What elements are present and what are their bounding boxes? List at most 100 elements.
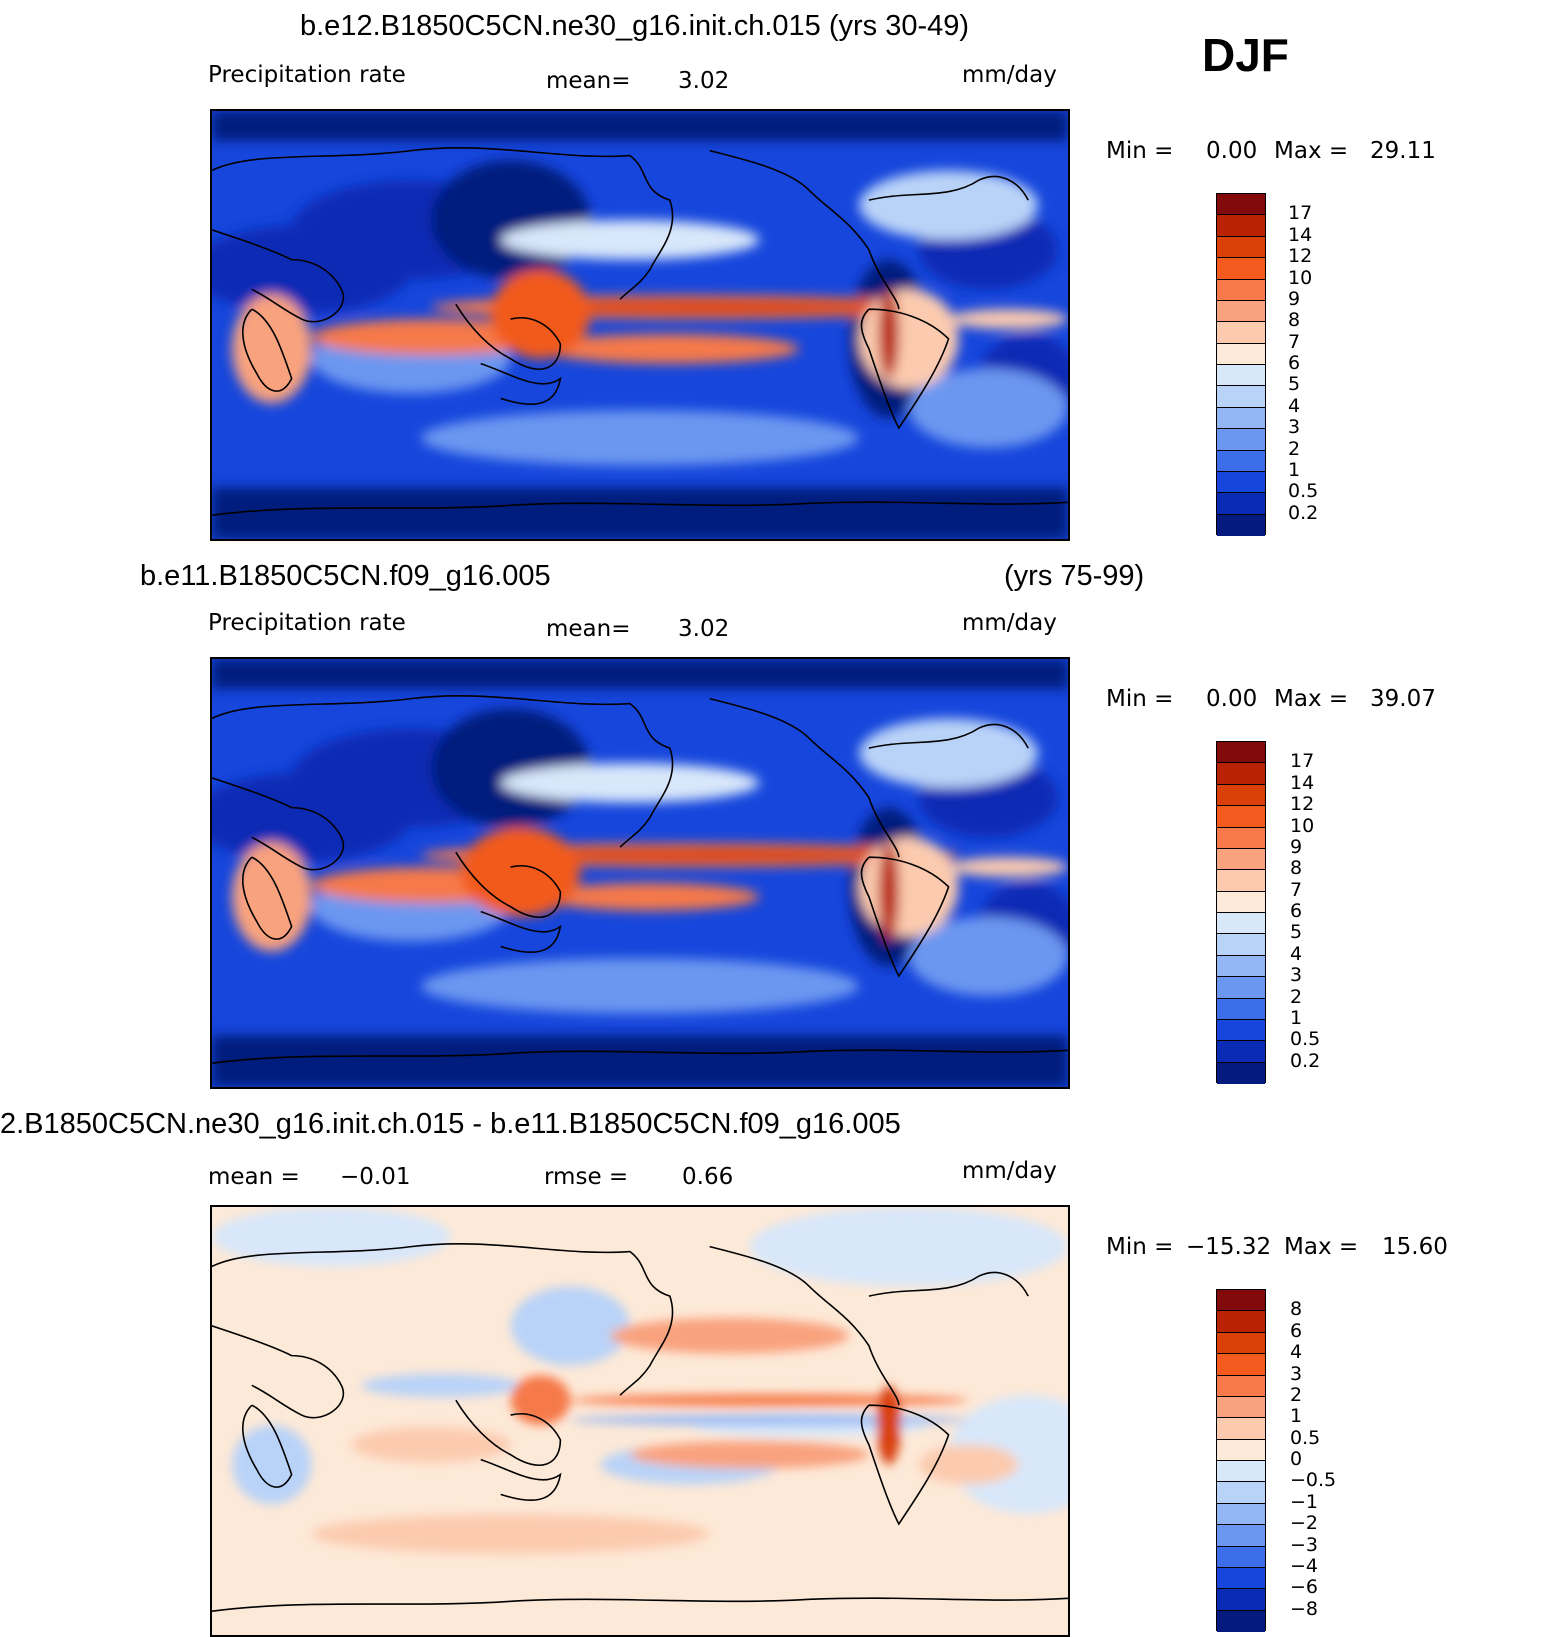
colorbar-swatch xyxy=(1217,407,1265,430)
panel-1-max-value: 29.11 xyxy=(1370,138,1436,164)
panel-1-mean-value: 3.02 xyxy=(678,68,730,94)
colorbar-tick-label: 2 xyxy=(1288,437,1301,460)
colorbar-swatch xyxy=(1217,1418,1265,1440)
colorbar-tick-label: 0.5 xyxy=(1288,480,1319,503)
colorbar-swatch xyxy=(1217,1610,1265,1632)
colorbar-swatch xyxy=(1217,194,1265,216)
colorbar-swatch xyxy=(1217,955,1265,978)
colorbar-swatch xyxy=(1217,493,1265,515)
colorbar-swatch xyxy=(1217,827,1265,849)
colorbar-tick-label: 3 xyxy=(1290,1362,1303,1385)
season-label: DJF xyxy=(1202,29,1289,81)
colorbar-tick-label: 10 xyxy=(1288,266,1313,289)
colorbar-swatch xyxy=(1217,386,1265,408)
panel-3-map xyxy=(210,1205,1070,1637)
colorbar-tick-label: 4 xyxy=(1288,394,1301,417)
colorbar-swatch xyxy=(1217,848,1265,871)
panel-2-map xyxy=(210,657,1070,1089)
colorbar-tick-label: 0.5 xyxy=(1290,1426,1321,1449)
panel-2-min-label: Min = xyxy=(1106,686,1174,712)
colorbar-swatch xyxy=(1217,322,1265,344)
colorbar-tick-label: −0.5 xyxy=(1290,1469,1337,1492)
panel-2-max-value: 39.07 xyxy=(1370,686,1436,712)
colorbar-tick-label: 8 xyxy=(1290,1298,1303,1321)
colorbar-swatch xyxy=(1217,1589,1265,1611)
panel-2-mean-label: mean= xyxy=(546,616,631,642)
panel-2-colorbar xyxy=(1216,741,1266,1084)
colorbar-tick-label: −2 xyxy=(1290,1512,1319,1535)
panel-3-min-label: Min = xyxy=(1106,1234,1174,1260)
panel-1-title: b.e12.B1850C5CN.ne30_g16.init.ch.015 (yr… xyxy=(300,10,970,42)
colorbar-tick-label: 6 xyxy=(1290,900,1303,922)
panel-1-map-svg xyxy=(212,111,1068,539)
colorbar-tick-label: 14 xyxy=(1288,223,1313,246)
colorbar-swatch xyxy=(1217,742,1265,764)
colorbar-swatch xyxy=(1217,215,1265,237)
colorbar-swatch xyxy=(1217,806,1265,828)
panel-2-units: mm/day xyxy=(962,610,1057,636)
colorbar-tick-label: 8 xyxy=(1290,857,1303,880)
panel-3-title: 2.B1850C5CN.ne30_g16.init.ch.015 - b.e11… xyxy=(0,1108,901,1140)
colorbar-swatch xyxy=(1217,1041,1265,1063)
colorbar-tick-label: 10 xyxy=(1290,814,1315,837)
colorbar-tick-label: 4 xyxy=(1290,942,1303,965)
colorbar-swatch xyxy=(1217,514,1265,536)
colorbar-tick-label: 5 xyxy=(1290,921,1303,944)
colorbar-swatch xyxy=(1217,365,1265,387)
colorbar-swatch xyxy=(1217,1332,1265,1355)
panel-3-mean-value: −0.01 xyxy=(340,1164,411,1190)
colorbar-tick-label: 7 xyxy=(1290,878,1303,901)
panel-3-rmse-value: 0.66 xyxy=(682,1164,734,1190)
panel-3-rmse-label: rmse = xyxy=(544,1164,629,1190)
colorbar-tick-label: 2 xyxy=(1290,1383,1303,1406)
colorbar-tick-label: −4 xyxy=(1290,1554,1319,1577)
colorbar-tick-label: 1 xyxy=(1290,1006,1303,1029)
colorbar-swatch xyxy=(1217,343,1265,365)
colorbar-tick-label: 2 xyxy=(1290,985,1303,1008)
colorbar-swatch xyxy=(1217,1019,1265,1042)
colorbar-swatch xyxy=(1217,279,1265,301)
colorbar-tick-label: 12 xyxy=(1288,245,1313,268)
colorbar-swatch xyxy=(1217,934,1265,956)
colorbar-tick-label: 6 xyxy=(1288,352,1301,374)
panel-1-colorbar xyxy=(1216,193,1266,536)
panel-1-variable-label: Precipitation rate xyxy=(208,62,406,88)
colorbar-tick-label: 5 xyxy=(1288,373,1301,396)
panel-2-min-value: 0.00 xyxy=(1206,686,1258,712)
colorbar-swatch xyxy=(1217,471,1265,494)
colorbar-swatch xyxy=(1217,998,1265,1020)
colorbar-swatch xyxy=(1217,913,1265,935)
colorbar-swatch xyxy=(1217,891,1265,913)
panel-3-colorbar xyxy=(1216,1289,1266,1632)
colorbar-tick-label: 14 xyxy=(1290,771,1315,794)
colorbar-tick-label: 9 xyxy=(1288,287,1301,310)
panel-2-map-svg xyxy=(212,659,1068,1087)
colorbar-swatch xyxy=(1217,1439,1265,1461)
panel-1-max-label: Max = xyxy=(1274,138,1349,164)
colorbar-tick-label: 17 xyxy=(1288,202,1313,225)
colorbar-swatch xyxy=(1217,429,1265,451)
colorbar-swatch xyxy=(1217,977,1265,999)
colorbar-tick-label: 0.2 xyxy=(1290,1049,1321,1072)
colorbar-swatch xyxy=(1217,258,1265,280)
colorbar-swatch xyxy=(1217,1546,1265,1568)
colorbar-tick-label: −6 xyxy=(1290,1576,1319,1599)
colorbar-swatch xyxy=(1217,1461,1265,1483)
colorbar-swatch xyxy=(1217,1290,1265,1312)
colorbar-tick-label: 1 xyxy=(1290,1405,1303,1428)
panel-2-years: (yrs 75-99) xyxy=(1004,560,1145,592)
colorbar-swatch xyxy=(1217,870,1265,892)
colorbar-swatch xyxy=(1217,300,1265,323)
colorbar-swatch xyxy=(1217,1311,1265,1333)
colorbar-tick-label: 7 xyxy=(1288,330,1301,353)
colorbar-swatch xyxy=(1217,1503,1265,1526)
colorbar-swatch xyxy=(1217,236,1265,259)
colorbar-swatch xyxy=(1217,1062,1265,1084)
panel-2-max-label: Max = xyxy=(1274,686,1349,712)
panel-2-variable-label: Precipitation rate xyxy=(208,610,406,636)
colorbar-swatch xyxy=(1217,450,1265,472)
panel-1-map xyxy=(210,109,1070,541)
colorbar-tick-label: 0.2 xyxy=(1288,501,1319,524)
colorbar-tick-label: 12 xyxy=(1290,793,1315,816)
panel-2-title: b.e11.B1850C5CN.f09_g16.005 xyxy=(140,560,551,592)
